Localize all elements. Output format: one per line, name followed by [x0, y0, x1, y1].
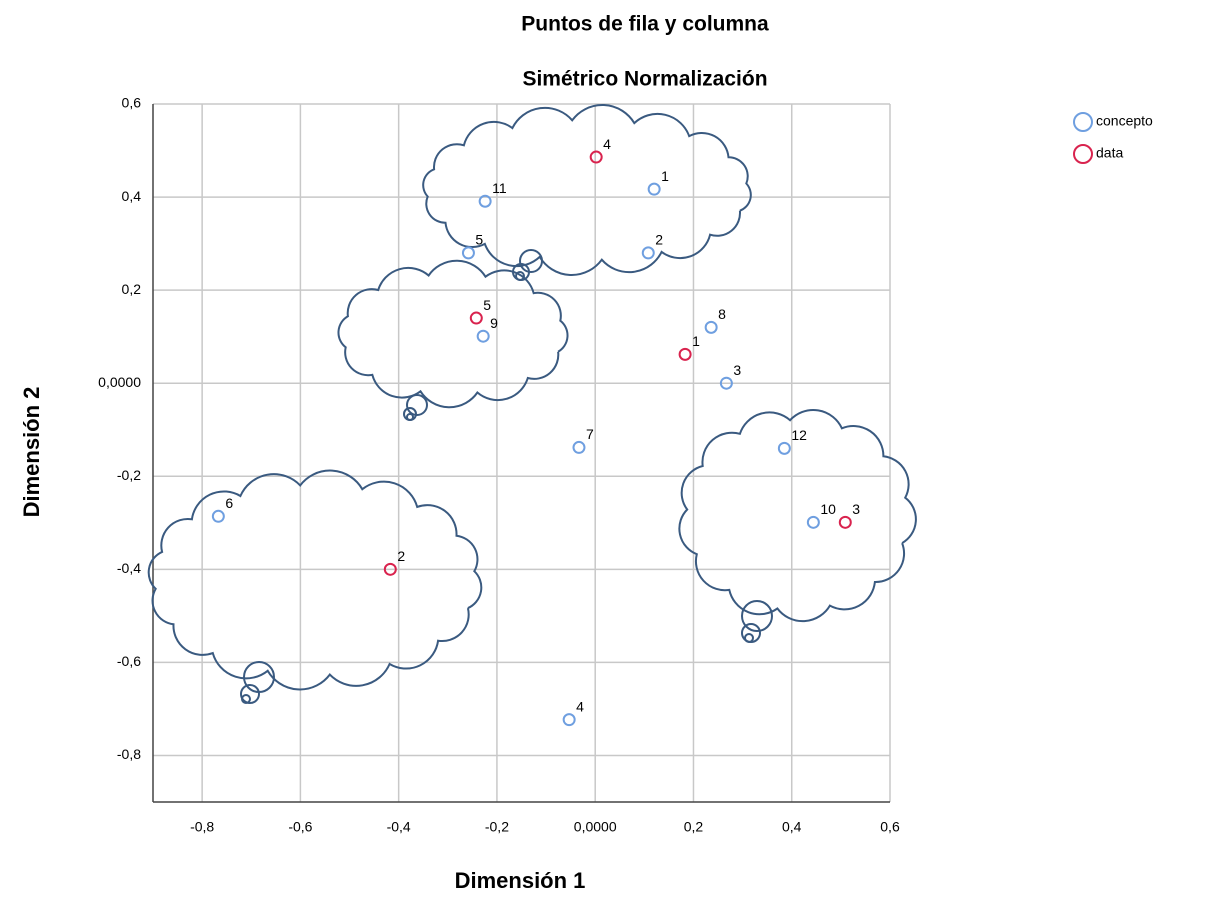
point: [838, 515, 852, 529]
y-tick-label: -0,8: [117, 746, 141, 762]
cloud-tail: [519, 249, 543, 273]
point: [469, 311, 483, 325]
y-tick-label: 0,6: [122, 95, 142, 111]
grid: -0,8 -0,6 -0,4 -0,2 0,0000 0,2 0,4 0,6 -0,8 -0,6 -…: [98, 95, 900, 835]
point-label: 2: [655, 232, 663, 248]
cloud: [147, 469, 483, 691]
cloud: [422, 104, 752, 276]
x-tick-label: 0,6: [880, 819, 900, 835]
cloud-tail: [406, 413, 414, 421]
y-tick-label: -0,4: [117, 560, 141, 576]
x-tick-label: 0,2: [684, 819, 704, 835]
legend-marker: [1073, 112, 1093, 132]
point: [641, 246, 655, 260]
x-axis-title: Dimensión 1: [455, 868, 586, 893]
point: [589, 150, 603, 164]
x-tick-label: -0,4: [387, 819, 411, 835]
x-tick-label: 0,0000: [574, 819, 617, 835]
legend-label: concepto: [1096, 113, 1153, 129]
x-tick-label: -0,6: [288, 819, 312, 835]
annotation-clouds: [147, 104, 917, 704]
y-tick-label: 0,2: [122, 281, 142, 297]
point-label: 9: [490, 315, 498, 331]
cloud-tail: [744, 633, 754, 643]
point-label: 8: [718, 306, 726, 322]
x-tick-label: -0,8: [190, 819, 214, 835]
point-label: 5: [475, 232, 483, 248]
point: [383, 562, 397, 576]
point: [461, 246, 475, 260]
point-label: 1: [692, 333, 700, 349]
point: [562, 713, 576, 727]
y-tick-label: 0,4: [122, 188, 142, 204]
cloud-tail: [741, 600, 773, 632]
point: [777, 441, 791, 455]
point: [704, 320, 718, 334]
y-tick-label: -0,6: [117, 653, 141, 669]
point-label: 4: [576, 698, 584, 714]
point-label: 2: [397, 548, 405, 564]
point: [678, 347, 692, 361]
cloud: [337, 259, 569, 409]
point-label: 3: [852, 501, 860, 517]
point-label: 6: [225, 495, 233, 511]
chart-title: Puntos de fila y columna: [521, 13, 769, 36]
cloud-tail: [241, 694, 251, 704]
point-label: 5: [483, 297, 491, 313]
point-label: 4: [603, 136, 611, 152]
point-label: 11: [492, 180, 507, 196]
legend-marker: [1073, 144, 1093, 164]
point: [476, 329, 490, 343]
x-tick-label: -0,2: [485, 819, 509, 835]
point-label: 10: [820, 501, 836, 517]
point-label: 12: [791, 427, 807, 443]
legend-label: data: [1096, 145, 1123, 161]
x-tick-label: 0,4: [782, 819, 802, 835]
point: [478, 194, 492, 208]
point: [572, 440, 586, 454]
chart-subtitle: Simétrico Normalización: [522, 68, 767, 91]
point-label: 7: [586, 426, 594, 442]
y-tick-label: 0,0000: [98, 374, 141, 390]
point: [647, 182, 661, 196]
point: [719, 376, 733, 390]
cloud-tail: [406, 394, 428, 416]
y-tick-label: -0,2: [117, 467, 141, 483]
point: [211, 509, 225, 523]
point-label: 1: [661, 168, 669, 184]
y-axis-title: Dimensión 2: [19, 387, 44, 518]
cloud: [678, 409, 917, 623]
cloud-tail: [243, 661, 275, 693]
cloud-tail: [515, 271, 525, 281]
point: [806, 515, 820, 529]
cloud-tail: [240, 684, 260, 704]
point-label: 3: [733, 362, 741, 378]
